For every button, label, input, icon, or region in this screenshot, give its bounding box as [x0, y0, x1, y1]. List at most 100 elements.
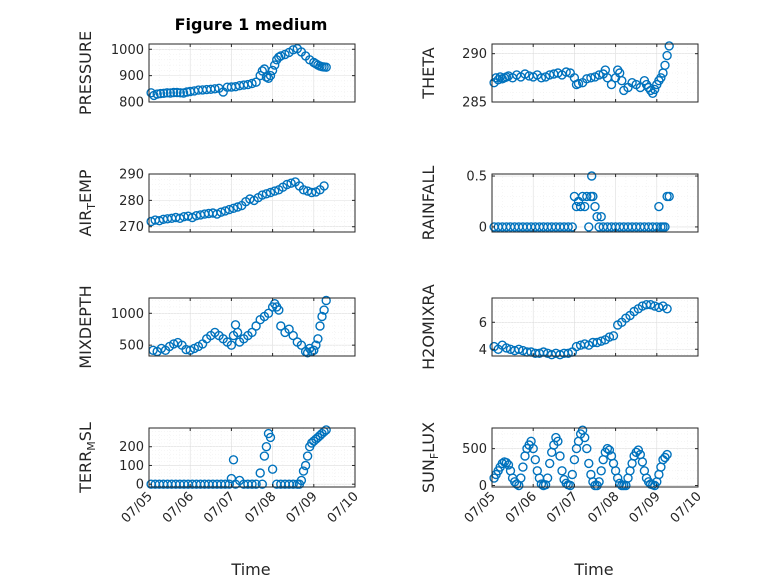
data-point	[247, 479, 257, 489]
data-point	[255, 70, 265, 81]
subplot-sun_flux: 0 500 07/05 07/06 07/07 07/08 07/09 07/10 SUNFLU…	[419, 422, 705, 526]
data-point	[497, 458, 507, 469]
data-point	[247, 78, 257, 89]
data-point	[220, 479, 230, 489]
data-point	[662, 304, 672, 314]
data-point	[540, 480, 551, 490]
data-point	[257, 190, 267, 200]
x-tick-label: 07/10	[668, 489, 705, 526]
data-point	[588, 191, 598, 202]
data-point	[580, 201, 590, 212]
axes-frame	[148, 427, 356, 488]
x-tick-label: 07/06	[503, 489, 540, 526]
subplot-h2omixra: 4 6 H2OMIXRA	[419, 284, 699, 370]
data-point	[563, 348, 573, 358]
y-tick-label: 270	[119, 220, 144, 235]
data-point	[321, 62, 331, 72]
data-point	[288, 479, 298, 489]
data-point	[288, 330, 298, 341]
x-tick-label: 07/09	[627, 489, 664, 526]
data-point	[582, 443, 592, 454]
data-point	[557, 466, 567, 476]
data-point	[542, 473, 553, 483]
data-point	[516, 473, 526, 483]
data-point	[228, 455, 239, 465]
data-point	[146, 88, 156, 98]
y-tick-label: 800	[119, 96, 144, 111]
data-point	[596, 336, 606, 346]
data-point	[261, 72, 272, 82]
data-point	[232, 202, 243, 212]
y-axis-label: H2OMIXRA	[419, 284, 438, 370]
data-point	[286, 178, 296, 188]
y-axis-label: MIXDEPTH	[76, 285, 95, 368]
subplot-theta: 285 290 THETA	[419, 41, 699, 111]
data-point	[567, 222, 577, 232]
data-point	[165, 88, 176, 98]
data-point	[155, 88, 166, 99]
data-point	[606, 79, 617, 90]
y-tick-label: 900	[119, 69, 144, 84]
data-point	[596, 466, 606, 476]
data-point	[282, 179, 292, 190]
data-point	[592, 211, 602, 222]
data-point	[296, 475, 307, 486]
y-tick-label: 500	[119, 339, 144, 354]
data-point	[311, 340, 321, 350]
y-tick-label: 1000	[111, 307, 144, 322]
data-point	[536, 479, 547, 489]
y-tick-label: 0	[479, 220, 487, 235]
data-point	[307, 187, 317, 198]
data-point	[573, 78, 584, 89]
data-point	[594, 477, 604, 487]
data-point	[270, 186, 280, 196]
data-point	[251, 321, 261, 331]
data-point	[267, 65, 278, 76]
y-tick-label: 500	[462, 442, 487, 457]
axes-frame	[148, 43, 356, 103]
axes-frame	[491, 427, 699, 488]
y-tick-label: 0.5	[466, 170, 487, 185]
data-point	[602, 443, 613, 454]
data-point	[563, 222, 573, 232]
data-point	[608, 331, 619, 341]
data-point	[172, 87, 182, 98]
data-point	[265, 187, 276, 198]
data-point	[274, 305, 284, 315]
data-point	[594, 70, 604, 80]
data-point	[302, 451, 313, 461]
data-point	[637, 457, 648, 467]
data-point	[503, 460, 514, 470]
data-point	[561, 67, 571, 77]
data-point	[210, 84, 220, 94]
data-point	[257, 479, 267, 489]
data-point	[263, 73, 274, 84]
data-point	[284, 324, 294, 334]
data-point	[514, 344, 524, 354]
subplot-rainfall: 0 0.5 RAINFALL	[419, 166, 699, 240]
data-point	[276, 321, 286, 331]
data-point	[528, 443, 538, 454]
y-tick-label: 200	[119, 440, 144, 455]
data-point	[662, 449, 672, 460]
data-point	[596, 211, 606, 222]
subplot-pressure: 800 900 1000 PRESSURE	[76, 31, 356, 115]
data-point	[664, 41, 674, 51]
data-point	[571, 341, 582, 352]
data-point	[567, 469, 577, 480]
data-point	[654, 201, 664, 212]
data-point	[321, 295, 331, 306]
x-tick-label: 07/05	[462, 489, 499, 526]
data-point	[315, 321, 325, 331]
data-point	[321, 425, 331, 435]
data-point	[224, 204, 235, 215]
data-point	[518, 462, 528, 472]
y-tick-label: 285	[462, 96, 487, 111]
data-point	[296, 340, 307, 350]
data-point	[255, 468, 265, 478]
data-point	[251, 479, 261, 489]
y-tick-label: 1000	[111, 43, 144, 58]
data-point	[159, 88, 169, 99]
x-tick-label: 07/09	[284, 489, 321, 526]
axes-frame	[491, 43, 699, 103]
